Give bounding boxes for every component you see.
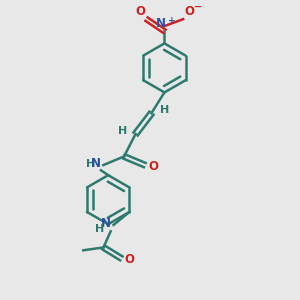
Text: N: N [156, 16, 166, 30]
Text: O: O [148, 160, 158, 173]
Text: H: H [86, 159, 95, 169]
Text: H: H [95, 224, 104, 234]
Text: O: O [184, 5, 194, 18]
Text: O: O [135, 5, 145, 18]
Text: N: N [91, 158, 101, 170]
Text: +: + [168, 16, 176, 25]
Text: −: − [194, 2, 202, 12]
Text: N: N [101, 217, 111, 230]
Text: H: H [160, 105, 169, 115]
Text: O: O [124, 253, 134, 266]
Text: H: H [118, 126, 128, 136]
